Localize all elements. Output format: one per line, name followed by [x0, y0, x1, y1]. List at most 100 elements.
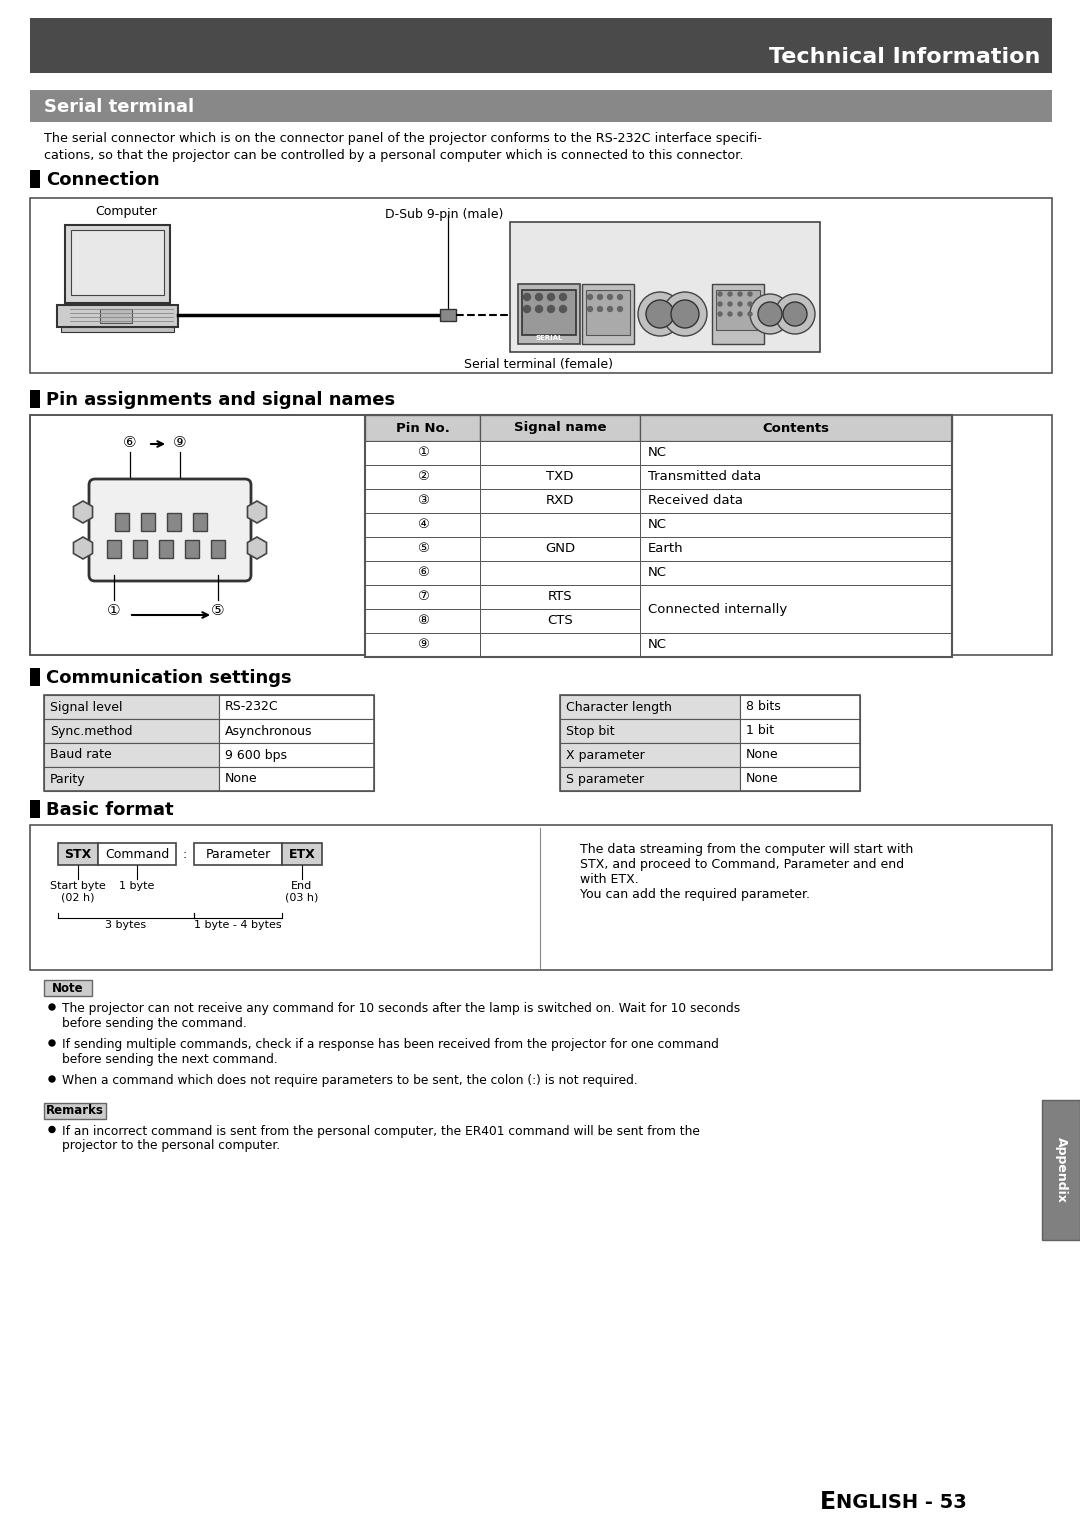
Circle shape	[559, 293, 567, 301]
Bar	[740, 744, 860, 767]
Bar	[480, 415, 640, 441]
Bar	[365, 489, 480, 513]
Circle shape	[536, 293, 542, 301]
Bar	[365, 609, 480, 634]
Text: None: None	[746, 773, 779, 785]
Bar	[193, 513, 207, 531]
Bar	[30, 389, 40, 408]
Text: Note: Note	[52, 982, 84, 994]
Bar	[561, 719, 740, 744]
Text: ETX: ETX	[288, 847, 315, 861]
Circle shape	[728, 292, 732, 296]
Bar	[518, 284, 580, 344]
Circle shape	[750, 295, 789, 334]
Text: Connected internally: Connected internally	[648, 603, 787, 615]
Bar	[100, 308, 132, 324]
Bar	[60, 327, 174, 331]
Bar	[365, 560, 480, 585]
Circle shape	[748, 312, 752, 316]
Text: ⑨: ⑨	[173, 435, 187, 450]
Bar	[219, 744, 374, 767]
Bar	[365, 634, 480, 657]
Bar	[167, 513, 181, 531]
Bar	[365, 441, 480, 466]
Text: TXD: TXD	[546, 470, 573, 484]
Bar	[30, 415, 1052, 655]
Circle shape	[49, 1040, 55, 1046]
Bar	[30, 169, 40, 188]
Text: Received data: Received data	[648, 495, 743, 507]
Bar	[44, 767, 219, 791]
Bar	[586, 290, 630, 334]
Bar	[740, 719, 860, 744]
Text: S parameter: S parameter	[566, 773, 644, 785]
Circle shape	[783, 302, 807, 325]
Bar	[44, 695, 219, 719]
Circle shape	[618, 307, 622, 312]
Circle shape	[524, 293, 530, 301]
Bar	[57, 305, 178, 327]
Text: RXD: RXD	[545, 495, 575, 507]
Bar	[185, 541, 199, 557]
Circle shape	[618, 295, 622, 299]
Bar	[211, 541, 225, 557]
Bar	[640, 513, 951, 538]
Bar	[65, 224, 170, 302]
Circle shape	[607, 295, 612, 299]
Text: Stop bit: Stop bit	[566, 724, 615, 738]
Circle shape	[607, 307, 612, 312]
Bar	[561, 744, 740, 767]
Bar	[480, 466, 640, 489]
Text: Asynchronous: Asynchronous	[225, 724, 312, 738]
Text: End
(03 h): End (03 h)	[285, 881, 319, 902]
Text: Connection: Connection	[46, 171, 160, 189]
Text: Parity: Parity	[50, 773, 85, 785]
Bar	[712, 284, 764, 344]
Text: NC: NC	[648, 567, 667, 580]
Circle shape	[748, 292, 752, 296]
Text: :: :	[183, 847, 187, 861]
Bar	[582, 284, 634, 344]
Bar	[510, 221, 820, 353]
Text: GND: GND	[545, 542, 575, 556]
Text: ②: ②	[417, 470, 429, 484]
Text: cations, so that the projector can be controlled by a personal computer which is: cations, so that the projector can be co…	[44, 150, 743, 162]
Bar	[365, 585, 480, 609]
Text: The data streaming from the computer will start with
STX, and proceed to Command: The data streaming from the computer wil…	[580, 843, 914, 901]
Text: Serial terminal: Serial terminal	[44, 98, 194, 116]
Bar	[480, 441, 640, 466]
Text: Pin assignments and signal names: Pin assignments and signal names	[46, 391, 395, 409]
Bar	[480, 634, 640, 657]
Text: Contents: Contents	[762, 421, 829, 435]
Text: 1 byte: 1 byte	[119, 881, 154, 890]
Bar	[716, 290, 760, 330]
Bar	[30, 415, 365, 655]
Bar	[114, 513, 129, 531]
Text: When a command which does not require parameters to be sent, the colon (:) is no: When a command which does not require pa…	[62, 1073, 638, 1087]
Bar	[194, 843, 282, 864]
Bar	[365, 415, 951, 657]
Text: ⑥: ⑥	[123, 435, 137, 450]
Bar	[30, 18, 1052, 73]
Text: Remarks: Remarks	[46, 1104, 104, 1116]
Text: The projector can not receive any command for 10 seconds after the lamp is switc: The projector can not receive any comman…	[62, 1002, 740, 1031]
Circle shape	[49, 1127, 55, 1133]
Text: ⑦: ⑦	[417, 591, 429, 603]
Text: E: E	[820, 1490, 836, 1513]
Bar	[365, 538, 480, 560]
Text: Character length: Character length	[566, 701, 672, 713]
Bar	[561, 695, 860, 791]
Circle shape	[597, 307, 603, 312]
Bar	[740, 767, 860, 791]
Bar	[30, 90, 1052, 122]
Bar	[30, 667, 40, 686]
Text: Serial terminal (female): Serial terminal (female)	[464, 357, 613, 371]
Text: D-Sub 9-pin (male): D-Sub 9-pin (male)	[384, 208, 503, 221]
Bar	[1042, 1099, 1080, 1240]
Circle shape	[718, 292, 723, 296]
Text: Baud rate: Baud rate	[50, 748, 111, 762]
Bar	[365, 415, 480, 441]
Bar	[98, 843, 176, 864]
Text: NC: NC	[648, 446, 667, 460]
Text: NGLISH - 53: NGLISH - 53	[836, 1493, 967, 1512]
